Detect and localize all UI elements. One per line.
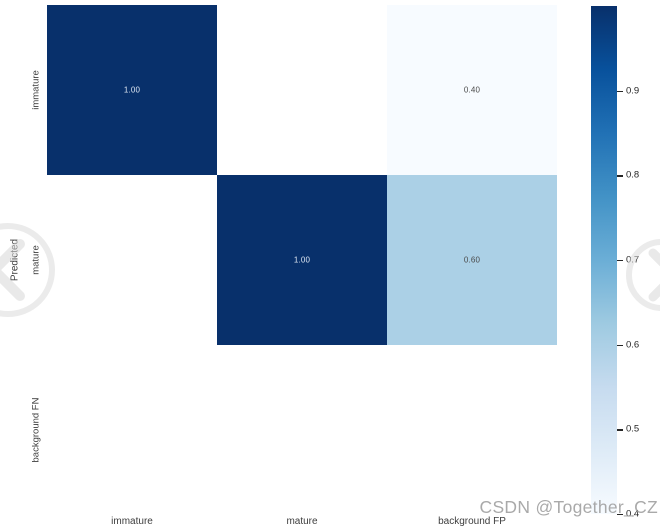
colorbar-tick-mark bbox=[617, 175, 623, 177]
heatmap-cell bbox=[387, 175, 557, 345]
y-tick-label: immature bbox=[30, 70, 42, 110]
heatmap-cell-value: 1.00 bbox=[123, 85, 141, 95]
colorbar-gradient bbox=[591, 6, 617, 514]
heatmap-cell bbox=[217, 175, 387, 345]
x-tick-label: mature bbox=[286, 516, 318, 527]
heatmap-cell-value: 1.00 bbox=[293, 255, 311, 265]
carousel-next-icon bbox=[626, 239, 660, 311]
watermark-text: CSDN @Together_CZ bbox=[479, 497, 658, 517]
x-tick-label: background FP bbox=[438, 516, 506, 527]
colorbar-tick-label: 0.4 bbox=[626, 508, 640, 520]
heatmap-cell bbox=[387, 5, 557, 175]
colorbar-tick-mark bbox=[617, 514, 623, 516]
colorbar-tick-mark bbox=[617, 260, 623, 262]
colorbar-tick-label: 0.8 bbox=[626, 169, 640, 181]
heatmap-cell-value: 0.40 bbox=[463, 85, 481, 95]
colorbar-tick-mark bbox=[617, 344, 623, 346]
y-tick-label: background FN bbox=[30, 397, 42, 463]
x-tick-label: immature bbox=[111, 516, 153, 527]
colorbar-tick-label: 0.6 bbox=[626, 339, 640, 351]
colorbar-tick-label: 0.9 bbox=[626, 85, 640, 97]
colorbar-tick-mark bbox=[617, 90, 623, 92]
heatmap-cell bbox=[47, 5, 217, 175]
heatmap-cell-value: 0.60 bbox=[463, 255, 481, 265]
colorbar-tick-label: 0.5 bbox=[626, 423, 640, 435]
colorbar-tick-mark bbox=[617, 429, 623, 431]
carousel-prev-icon bbox=[0, 223, 55, 317]
